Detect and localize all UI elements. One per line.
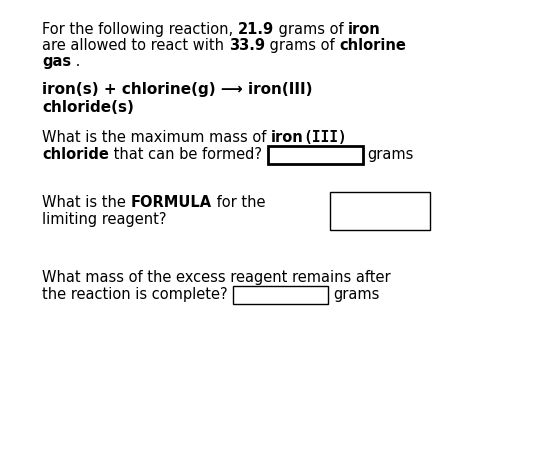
Text: For the following reaction,: For the following reaction, <box>42 22 238 37</box>
Text: iron: iron <box>271 130 304 145</box>
Text: .: . <box>71 54 81 69</box>
Text: What is the maximum mass of: What is the maximum mass of <box>42 130 271 145</box>
Text: the reaction is complete?: the reaction is complete? <box>42 287 232 302</box>
Text: grams: grams <box>333 287 379 302</box>
Text: iron(s) + chlorine(g) ⟶ iron(III): iron(s) + chlorine(g) ⟶ iron(III) <box>42 82 312 97</box>
FancyBboxPatch shape <box>233 286 328 304</box>
Text: grams: grams <box>367 147 414 162</box>
Text: that can be formed?: that can be formed? <box>109 147 266 162</box>
FancyBboxPatch shape <box>267 146 362 164</box>
Text: grams of: grams of <box>274 22 348 37</box>
Text: for the: for the <box>211 195 265 210</box>
Text: grams of: grams of <box>265 38 339 53</box>
Text: 33.9: 33.9 <box>228 38 265 53</box>
Text: chloride(s): chloride(s) <box>42 100 134 115</box>
Text: (III): (III) <box>304 130 348 145</box>
Text: FORMULA: FORMULA <box>131 195 211 210</box>
Text: What mass of the excess reagent remains after: What mass of the excess reagent remains … <box>42 270 391 285</box>
Text: chlorine: chlorine <box>339 38 406 53</box>
Text: gas: gas <box>42 54 71 69</box>
Text: limiting reagent?: limiting reagent? <box>42 212 166 227</box>
Text: are allowed to react with: are allowed to react with <box>42 38 228 53</box>
Text: chloride: chloride <box>42 147 109 162</box>
Text: 21.9: 21.9 <box>238 22 274 37</box>
Text: iron: iron <box>348 22 381 37</box>
Text: What is the: What is the <box>42 195 131 210</box>
FancyBboxPatch shape <box>330 192 430 230</box>
